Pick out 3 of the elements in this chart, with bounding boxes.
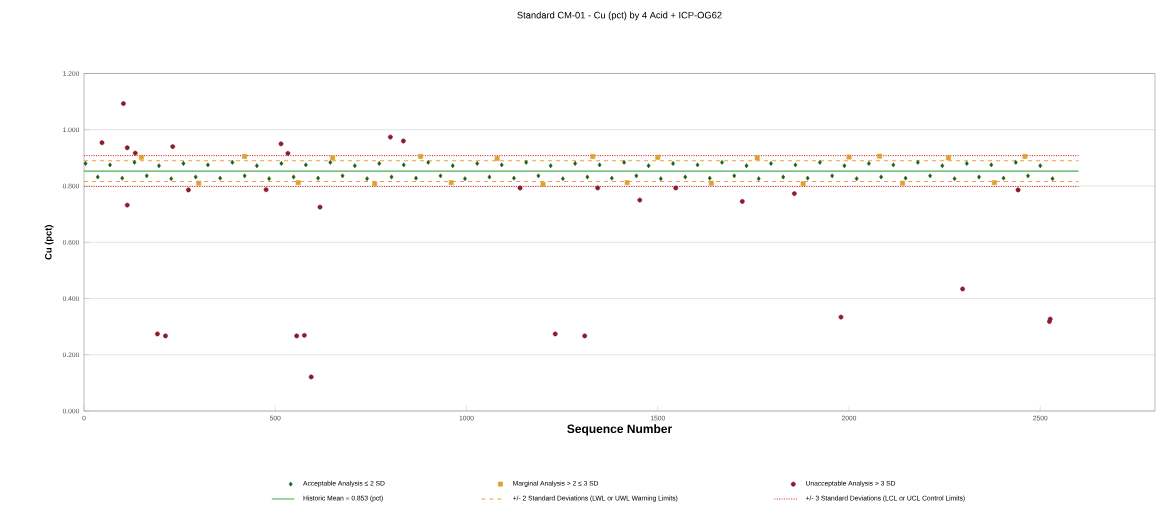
y-axis-title: Cu (pct) bbox=[44, 225, 54, 260]
x-axis-title: Sequence Number bbox=[567, 424, 672, 436]
chart-title: Standard CM-01 - Cu (pct) by 4 Acid + ICP-OG62 bbox=[517, 11, 722, 21]
